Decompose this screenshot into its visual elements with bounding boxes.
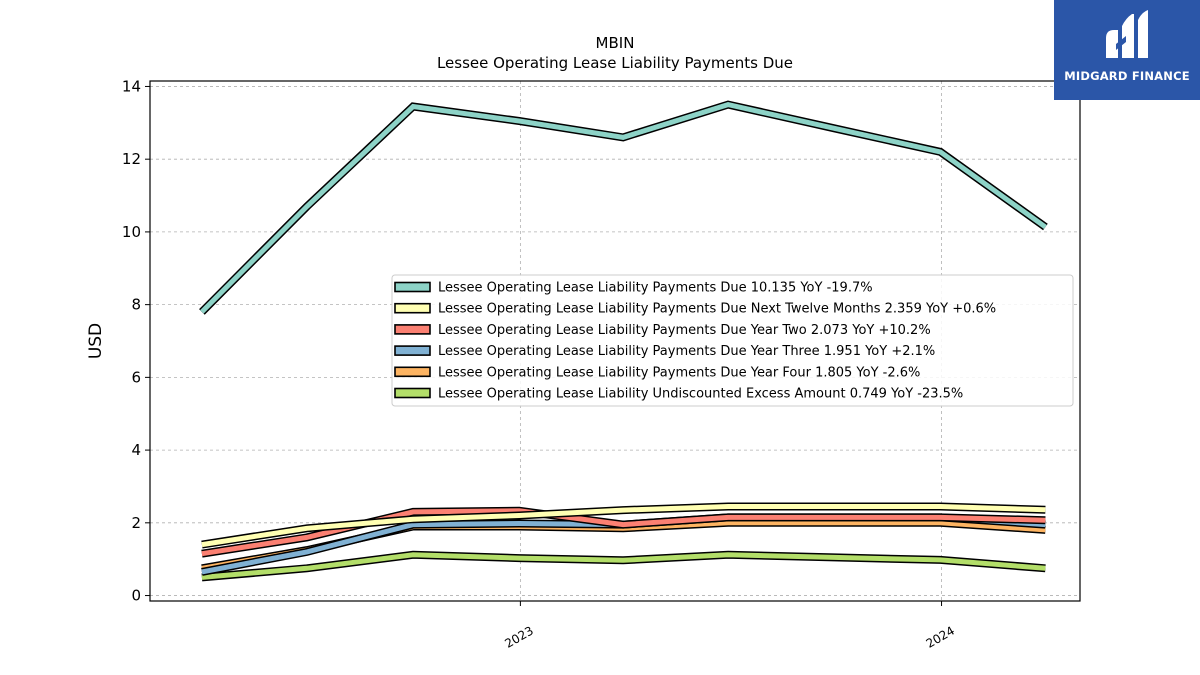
midgard-finance-logo: MIDGARD FINANCE: [1054, 0, 1200, 100]
x-axis: 2023 2024: [502, 601, 957, 651]
legend-swatch: [394, 302, 431, 314]
legend: Lessee Operating Lease Liability Payment…: [391, 274, 1074, 407]
y-tick-label: 10: [122, 223, 141, 241]
y-tick-label: 14: [122, 77, 141, 95]
legend-box: [391, 274, 1074, 407]
legend-swatch: [394, 324, 431, 335]
y-tick-label: 2: [131, 514, 141, 532]
series-line: [200, 102, 1047, 314]
legend-entry: Lessee Operating Lease Liability Undisco…: [438, 387, 963, 402]
legend-entry: Lessee Operating Lease Liability Payment…: [438, 323, 931, 338]
legend-entry: Lessee Operating Lease Liability Payment…: [438, 281, 873, 296]
series-line: [201, 552, 1046, 580]
y-tick-label: 8: [131, 296, 141, 314]
legend-entry: Lessee Operating Lease Liability Payment…: [438, 302, 996, 317]
y-axis: 0 2 4 6 8 10 12 14: [122, 77, 150, 605]
plot-frame: [149, 80, 1081, 602]
y-tick-label: 12: [122, 150, 141, 168]
y-tick-label: 4: [131, 441, 141, 459]
x-tick-label: 2023: [502, 623, 535, 650]
chart-title: MBIN: [596, 34, 635, 52]
legend-swatch: [394, 387, 431, 399]
logo-text: MIDGARD FINANCE: [1064, 69, 1190, 83]
legend-entry: Lessee Operating Lease Liability Payment…: [438, 365, 920, 380]
series-lines: [199, 100, 1048, 582]
legend-swatch: [394, 345, 431, 356]
x-tick-label: 2024: [924, 623, 957, 650]
midgard-m-logo-icon: [1106, 10, 1148, 58]
chart-subtitle: Lessee Operating Lease Liability Payment…: [437, 54, 793, 72]
y-tick-label: 0: [131, 587, 141, 605]
legend-swatch: [394, 366, 431, 378]
legend-swatch: [394, 281, 431, 293]
y-tick-label: 6: [131, 368, 141, 386]
y-axis-label: USD: [86, 323, 106, 359]
legend-entry: Lessee Operating Lease Liability Payment…: [438, 344, 935, 359]
series-line: [201, 504, 1046, 548]
